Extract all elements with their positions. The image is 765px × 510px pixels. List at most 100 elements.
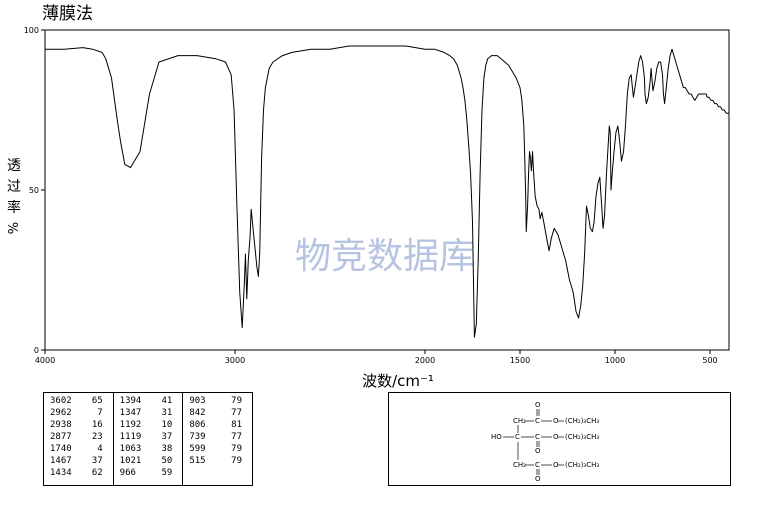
peak-transmittance: 62 [91, 468, 103, 478]
peak-table-row: 2938 16 [44, 419, 113, 431]
peak-transmittance: 77 [231, 432, 243, 442]
y-axis-label-char-4: % [7, 222, 22, 234]
y-axis-label-char-1: 透 [7, 158, 21, 174]
struct-label-o-mid: O [553, 433, 559, 441]
peak-table-row: 1467 37 [44, 455, 113, 467]
spectrum-line-1 [45, 45, 729, 338]
peak-wavenumber: 1192 [119, 420, 142, 430]
peak-table-row: 1192 10 [114, 419, 183, 431]
peak-table-row: 1021 50 [114, 455, 183, 467]
peak-wavenumber: 1063 [119, 444, 142, 454]
peak-table-row: 2962 7 [44, 407, 113, 419]
struct-label-o-bot: O [553, 461, 559, 469]
peak-transmittance: 37 [161, 432, 173, 442]
peak-wavenumber: 806 [189, 420, 206, 430]
peak-table-row: 599 79 [183, 443, 252, 455]
peak-table-row: 806 81 [183, 419, 252, 431]
struct-label-chain-top: (CH₂)₃CH₃ [565, 417, 599, 425]
peak-wavenumber: 515 [189, 456, 206, 466]
y-tick-label: 50 [29, 186, 39, 195]
y-axis-label-char-3: 率 [7, 199, 21, 216]
peak-wavenumber: 3602 [50, 396, 72, 406]
struct-label-o-bot-down: O [535, 475, 541, 483]
x-tick-label: 4000 [35, 356, 55, 365]
peak-transmittance: 65 [91, 396, 103, 406]
chemical-structure: CH₂ C O O (CH₂)₃CH₃ HO C C O (CH₂)₃CH₃ O… [491, 401, 599, 483]
peak-transmittance: 38 [161, 444, 173, 454]
peak-wavenumber: 2962 [50, 408, 72, 418]
struct-label-ch2-top: CH₂ [513, 417, 526, 425]
x-tick-label: 1500 [510, 356, 530, 365]
struct-label-c-mid: C [535, 433, 540, 441]
structure-box: CH₂ C O O (CH₂)₃CH₃ HO C C O (CH₂)₃CH₃ O… [388, 392, 731, 486]
peak-transmittance: 7 [97, 408, 103, 418]
structure-bonds [503, 409, 564, 475]
peak-table-row: 966 59 [114, 467, 183, 479]
peak-transmittance: 77 [231, 408, 243, 418]
axis-ticks: 4000 3000 2000 1500 1000 500 0 50 100 [24, 26, 718, 365]
peak-wavenumber: 903 [189, 396, 206, 406]
peak-wavenumber: 966 [119, 468, 136, 478]
struct-label-chain-bot: (CH₂)₃CH₃ [565, 461, 599, 469]
peak-wavenumber: 2877 [50, 432, 72, 442]
peak-table-column: 1394 41 1347 31 1192 10 1119 37 1063 38 1021 50 966 5… [112, 393, 183, 485]
peak-transmittance: 10 [161, 420, 173, 430]
peak-transmittance: 16 [91, 420, 103, 430]
peak-wavenumber: 842 [189, 408, 206, 418]
page-title: 薄膜法 [42, 4, 93, 24]
peak-table-row: 1394 41 [114, 395, 183, 407]
struct-label-o-top: O [535, 401, 541, 409]
x-tick-label: 3000 [225, 356, 245, 365]
x-tick-label: 500 [702, 356, 717, 365]
peak-wavenumber: 739 [189, 432, 206, 442]
peak-table-row: 3602 65 [44, 395, 113, 407]
peak-transmittance: 59 [161, 468, 173, 478]
peak-transmittance: 50 [161, 456, 173, 466]
struct-label-ch2-bot: CH₂ [513, 461, 526, 469]
peak-transmittance: 79 [231, 456, 243, 466]
peak-wavenumber: 1467 [50, 456, 72, 466]
peak-transmittance: 79 [231, 396, 243, 406]
peak-wavenumber: 599 [189, 444, 206, 454]
plot-frame [44, 29, 730, 351]
peak-table-row: 903 79 [183, 395, 252, 407]
peak-table-row: 842 77 [183, 407, 252, 419]
peak-wavenumber: 1434 [50, 468, 72, 478]
struct-label-c-center: C [515, 433, 520, 441]
peak-wavenumber: 1347 [119, 408, 142, 418]
peak-wavenumber: 1394 [119, 396, 142, 406]
struct-label-chain-mid: (CH₂)₃CH₃ [565, 433, 599, 441]
x-tick-label: 1000 [605, 356, 625, 365]
y-tick-label: 0 [34, 346, 39, 355]
x-axis-label: 波数/cm⁻¹ [362, 372, 434, 390]
peak-transmittance: 81 [231, 420, 243, 430]
peak-transmittance: 4 [97, 444, 103, 454]
peak-table-row: 1434 62 [44, 467, 113, 479]
peak-transmittance: 37 [91, 456, 103, 466]
peak-transmittance: 41 [161, 396, 173, 406]
y-axis-label-char-2: 过 [7, 179, 21, 195]
x-tick-label: 2000 [415, 356, 435, 365]
peak-wavenumber: 1119 [119, 432, 142, 442]
peak-wavenumber: 2938 [50, 420, 72, 430]
peak-table-column: 903 79 842 77 806 81 739 77 599 79 515 79 [182, 393, 252, 485]
peak-table-row: 2877 23 [44, 431, 113, 443]
peak-wavenumber: 1021 [119, 456, 142, 466]
peak-transmittance: 31 [161, 408, 173, 418]
chart-watermark: 物竞数据库 [295, 236, 475, 277]
peak-table-row: 1740 4 [44, 443, 113, 455]
struct-label-o-ring-top: O [553, 417, 559, 425]
peak-table-column: 3602 65 2962 7 2938 16 2877 23 1740 4 1467 37 1434 62 [44, 393, 113, 485]
peak-table-row: 1119 37 [114, 431, 183, 443]
struct-label-c-top: C [535, 417, 540, 425]
peak-table-row: 739 77 [183, 431, 252, 443]
peak-wavenumber: 1740 [50, 444, 72, 454]
peak-table-row: 1063 38 [114, 443, 183, 455]
struct-label-c-bot: C [535, 461, 540, 469]
struct-label-ho: HO [491, 433, 502, 441]
series-layer [45, 45, 729, 338]
peak-table-row: 1347 31 [114, 407, 183, 419]
peak-table-row: 515 79 [183, 455, 252, 467]
